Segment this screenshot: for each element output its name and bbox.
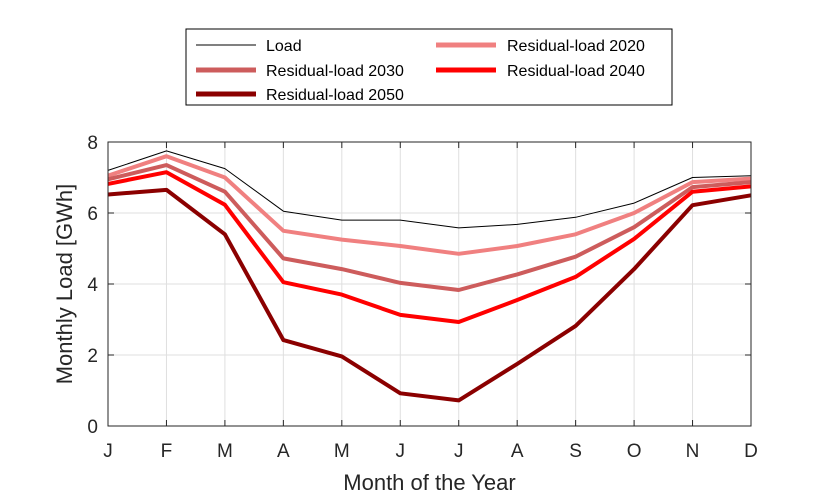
x-tick-label: D — [744, 441, 758, 462]
legend-label-2030: Residual-load 2030 — [266, 63, 404, 80]
y-tick-label: 0 — [87, 417, 98, 438]
series-line-residual-load-2030 — [107, 163, 752, 292]
legend-label-load: Load — [266, 38, 302, 55]
x-tick-label: N — [686, 441, 700, 462]
y-tick-label: 4 — [87, 275, 98, 296]
legend-label-2020: Residual-load 2020 — [507, 38, 645, 55]
x-tick-label: S — [569, 441, 582, 462]
series-line-residual-load-2020 — [107, 154, 752, 256]
series-line-load — [107, 150, 752, 229]
series-lines — [107, 150, 752, 403]
y-tick-label: 8 — [87, 133, 98, 154]
x-tick-label: J — [454, 441, 464, 462]
y-tick-label: 6 — [87, 204, 98, 225]
y-axis-label: Monthly Load [GWh] — [52, 184, 77, 385]
y-tick-labels: 0 2 4 6 8 — [87, 133, 98, 438]
x-tick-label: F — [161, 441, 173, 462]
x-tick-label: A — [511, 441, 524, 462]
x-tick-label: M — [217, 441, 233, 462]
legend-label-2040: Residual-load 2040 — [507, 63, 645, 80]
x-tick-label: J — [396, 441, 406, 462]
x-tick-label: J — [103, 441, 113, 462]
x-axis-label: Month of the Year — [343, 470, 515, 495]
series-line-residual-load-2040 — [107, 170, 752, 324]
y-tick-label: 2 — [87, 346, 98, 367]
x-tick-label: O — [627, 441, 642, 462]
series-line-residual-load-2050 — [107, 187, 752, 403]
legend-box — [185, 28, 673, 106]
legend-label-2050: Residual-load 2050 — [266, 87, 404, 104]
legend: Load Residual-load 2020 Residual-load 20… — [185, 28, 673, 106]
ticks — [107, 141, 752, 427]
x-tick-label: A — [277, 441, 290, 462]
x-tick-label: M — [334, 441, 350, 462]
